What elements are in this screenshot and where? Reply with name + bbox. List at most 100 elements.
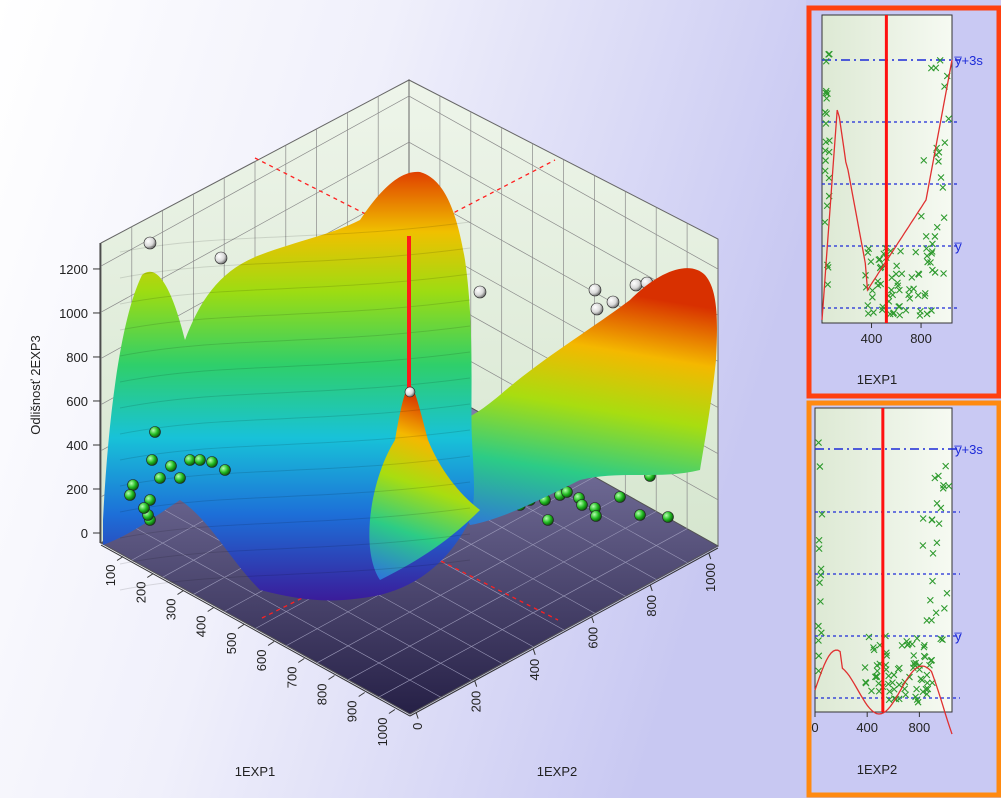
x-tick-label: 800 — [909, 720, 931, 735]
residual-point — [943, 589, 951, 597]
exp2-axis-line — [409, 547, 719, 717]
residual-point — [923, 617, 931, 624]
panel2-border — [806, 400, 1001, 798]
residual-point — [821, 218, 829, 226]
exp2-tick-label: 800 — [644, 595, 659, 617]
residual-point — [896, 311, 904, 319]
exp1-axis-line — [100, 544, 411, 717]
residual-point — [921, 641, 928, 649]
residual-point — [871, 673, 879, 681]
residual-point — [825, 51, 832, 58]
residual-point — [882, 649, 890, 657]
x-tick-label: 0 — [811, 720, 818, 735]
data-point-green — [590, 510, 602, 522]
exp2-tick-label: 200 — [469, 691, 484, 713]
residual-point — [821, 167, 829, 175]
residual-point — [940, 604, 948, 612]
residual-point — [889, 679, 896, 686]
panel1-xlabel: 1EXP1 — [857, 372, 897, 387]
exp1-tick-label: 100 — [103, 565, 118, 587]
exp2-tick-label: 600 — [586, 627, 601, 649]
residual-point — [823, 202, 831, 210]
surface-contour — [119, 325, 471, 357]
residual-point — [862, 679, 870, 687]
residual-point — [864, 302, 872, 309]
residual-point — [923, 679, 931, 687]
data-point-white — [473, 285, 487, 299]
surface-contour — [119, 481, 471, 513]
residual-point — [864, 310, 872, 317]
surface-contour — [119, 533, 471, 565]
data-point-green — [146, 454, 158, 466]
exp1-tick — [147, 573, 154, 578]
residual-point — [902, 691, 910, 699]
residual-point — [921, 292, 929, 300]
residual-point — [929, 266, 936, 274]
data-point-green — [138, 502, 150, 514]
residual-point — [923, 671, 931, 679]
data-point-green — [124, 489, 136, 501]
residual-point — [942, 462, 950, 470]
data-point-green — [194, 454, 206, 466]
residual-point — [929, 549, 937, 557]
residual-point — [922, 233, 930, 240]
residual-point — [902, 306, 910, 314]
value-tick-label: 0 — [81, 526, 88, 541]
residual-point — [897, 247, 904, 255]
residual-point — [817, 598, 824, 605]
residual-point — [928, 248, 936, 255]
data-point-white — [588, 283, 602, 297]
residual-point — [895, 664, 903, 672]
residual-point — [861, 664, 869, 671]
residual-point — [884, 680, 892, 688]
residual-point — [890, 671, 898, 679]
value-tick-label: 1000 — [59, 306, 88, 321]
residual-point — [935, 148, 943, 156]
exp2-tick — [474, 680, 478, 687]
residual-point — [822, 138, 830, 146]
surface-contour — [119, 221, 471, 253]
residual-point — [889, 310, 897, 318]
residual-point — [935, 472, 942, 480]
residual-point — [817, 629, 825, 637]
upper-limit-label: y̅+3s — [954, 53, 983, 68]
residual-point — [940, 214, 948, 221]
residual-point — [898, 642, 906, 649]
residual-point — [919, 542, 927, 549]
data-point-green — [149, 426, 161, 438]
x-tick-label: 800 — [910, 331, 932, 346]
residual-point — [923, 245, 930, 252]
residual-point — [940, 270, 947, 277]
residual-point — [913, 685, 920, 693]
residual-point — [868, 293, 876, 301]
residual-point — [817, 571, 825, 579]
residual-point — [815, 652, 823, 660]
residual-point — [932, 609, 940, 617]
exp1-tick-label: 700 — [284, 667, 299, 689]
upper-limit-label: y̅+3s — [954, 442, 983, 457]
residual-point — [921, 653, 929, 661]
residual-point — [816, 463, 824, 470]
residual-point — [933, 539, 941, 547]
value-tick-label: 800 — [66, 350, 88, 365]
residual-point — [917, 212, 925, 220]
value-tick-label: 600 — [66, 394, 88, 409]
exp1-tick — [328, 675, 335, 680]
exp1-tick — [237, 624, 245, 629]
residual-point — [906, 294, 914, 302]
residual-point — [875, 256, 883, 264]
data-point-green — [662, 511, 674, 523]
exp1-tick — [207, 607, 214, 612]
surface-contour — [119, 377, 471, 409]
residual-point — [916, 312, 924, 319]
residual-point — [928, 250, 936, 257]
cursor-projection — [254, 157, 559, 621]
exp2-axis: 0 200 400 600 800 1000 — [409, 547, 719, 730]
data-point-green — [154, 472, 166, 484]
exp1-tick-label: 300 — [164, 599, 179, 621]
residual-point — [815, 545, 823, 553]
residual-point — [912, 659, 920, 667]
data-point-green — [174, 472, 186, 484]
